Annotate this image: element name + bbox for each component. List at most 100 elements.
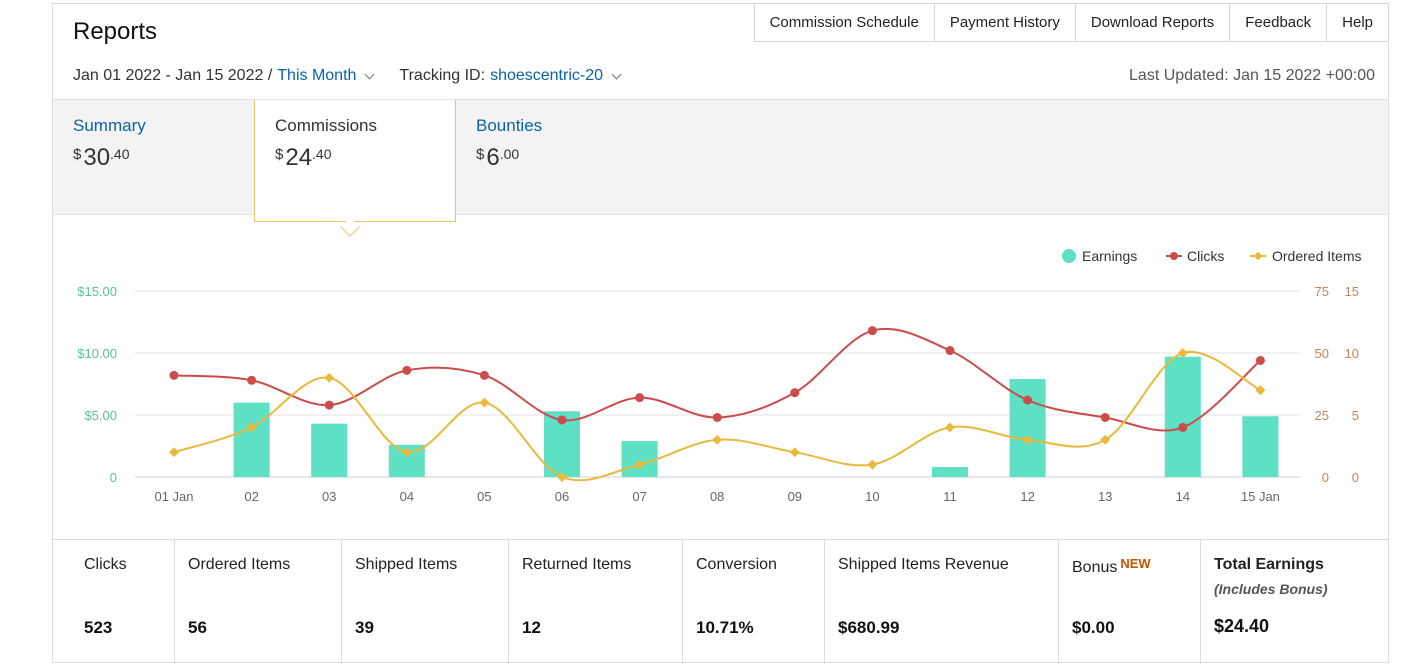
y-left-tick: 0 [110,470,117,485]
new-badge: NEW [1120,556,1151,571]
tab-label: Bounties [476,116,543,135]
clicks-point [867,326,877,336]
stat-value: 56 [188,618,207,637]
stat-conversion: Conversion 10.71% [683,540,825,664]
stat-value: 12 [522,618,541,637]
x-tick-label: 01 Jan [154,489,193,504]
stat-value: 39 [355,618,374,637]
stat-value: $0.00 [1072,618,1115,637]
ordered-items-point [557,472,567,482]
stat-total-earnings: Total Earnings (Includes Bonus) $24.40 [1201,540,1388,664]
y-right-clicks-tick: 0 [1322,470,1329,485]
currency-symbol: $ [73,146,82,163]
y-right-items-tick: 15 [1345,284,1359,299]
earnings-bar [1164,356,1201,477]
ordered-items-point [324,372,335,383]
last-updated: Last Updated: Jan 15 2022 +00:00 [1129,67,1375,84]
ordered-items-point [1100,434,1111,445]
tracking-label: Tracking ID: [399,67,486,84]
ordered-items-point [867,459,878,470]
clicks-point [324,400,334,410]
x-tick-label: 06 [555,489,569,504]
tab-amount: $ 30 .40 [73,144,235,172]
ordered-items-point [401,447,412,458]
stat-sublabel: (Includes Bonus) [1214,581,1328,597]
amount-fraction: .40 [312,146,332,162]
y-right-items-tick: 0 [1352,470,1359,485]
y-left-tick: $15.00 [77,284,117,299]
reports-panel: Reports Commission Schedule Payment Hist… [52,3,1389,664]
ordered-items-point [246,422,257,433]
clicks-point [712,412,722,422]
x-tick-label: 02 [244,489,258,504]
currency-symbol: $ [476,146,485,163]
stat-ordered-items: Ordered Items 56 [175,540,342,664]
clicks-point [479,370,489,380]
x-tick-label: 12 [1020,489,1034,504]
stat-label: Clicks [84,556,127,573]
stat-value: 523 [84,618,113,637]
ordered-items-point [789,447,800,458]
ordered-items-point [169,447,179,458]
currency-symbol: $ [275,146,284,163]
clicks-point [1178,422,1188,432]
x-tick-label: 14 [1176,489,1190,504]
amount-fraction: .00 [499,146,520,162]
stat-value: 10.71% [696,618,754,637]
clicks-point [1255,355,1265,365]
filter-row: Jan 01 2022 - Jan 15 2022 / This Month T… [73,67,622,85]
download-reports-link[interactable]: Download Reports [1074,3,1231,42]
y-right-items-tick: 5 [1352,408,1359,423]
top-links: Commission Schedule Payment History Down… [753,3,1389,42]
ordered-items-line [173,350,1261,482]
help-link[interactable]: Help [1326,3,1389,42]
clicks-point [1100,412,1110,422]
x-tick-label: 05 [477,489,491,504]
ordered-items-point [712,434,723,445]
x-tick-label: 10 [865,489,879,504]
ordered-items-point [1177,348,1188,358]
y-right-items-tick: 10 [1345,346,1359,361]
stat-returned-items: Returned Items 12 [509,540,683,664]
stat-value: $24.40 [1214,616,1270,636]
earnings-bar [233,402,270,477]
ordered-items-point [634,459,645,470]
earnings-bar [932,467,968,477]
clicks-point [247,375,257,385]
stat-label: Returned Items [522,556,632,573]
y-left-tick: $10.00 [77,346,117,361]
x-tick-label: 15 Jan [1241,489,1280,504]
tab-summary[interactable]: Summary $ 30 .40 [53,100,255,216]
clicks-point [635,393,645,403]
tab-amount: $ 24 .40 [275,144,435,172]
stat-shipped-revenue: Shipped Items Revenue $680.99 [825,540,1059,664]
bonus-label: Bonus [1072,559,1118,576]
y-right-clicks-tick: 75 [1315,284,1329,299]
legend-items-label: Ordered Items [1272,248,1361,264]
x-tick-label: 09 [788,489,802,504]
tracking-id-dropdown[interactable]: shoescentric-20 [490,67,604,84]
earnings-bar [311,423,348,477]
tab-commissions[interactable]: Commissions $ 24 .40 [254,100,456,222]
commission-schedule-link[interactable]: Commission Schedule [753,3,935,42]
x-tick-label: 03 [322,489,336,504]
x-tick-label: 08 [710,489,724,504]
y-right-clicks-tick: 25 [1315,408,1329,423]
period-dropdown[interactable]: This Month [277,67,357,84]
stat-label: Shipped Items Revenue [838,556,1009,573]
stat-label: Shipped Items [355,556,458,573]
stat-label: Bonus NEW [1072,556,1200,577]
ordered-items-point [945,422,955,433]
earnings-bar [1009,379,1046,477]
page-title: Reports [73,18,158,45]
tab-bounties[interactable]: Bounties $ 6 .00 [456,100,658,216]
ordered-items-point [479,397,490,408]
clicks-point [557,415,567,425]
report-tabs: Summary $ 30 .40 Commissions $ 24 .40 Bo… [53,99,1388,222]
date-range: Jan 01 2022 - Jan 15 2022 / [73,67,273,84]
ordered-items-point [1022,434,1033,445]
clicks-point [790,388,800,398]
x-tick-label: 13 [1098,489,1112,504]
clicks-point [402,365,412,375]
